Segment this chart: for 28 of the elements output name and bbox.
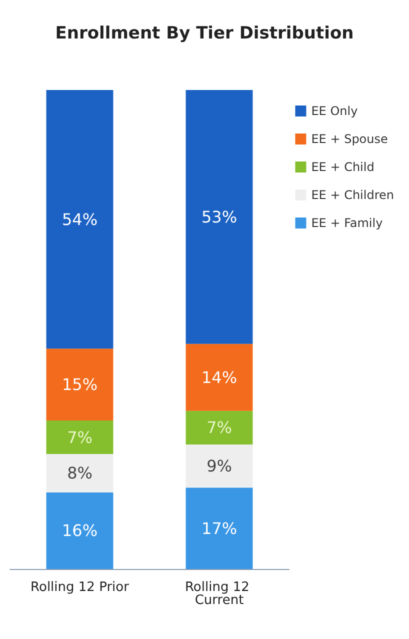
legend-label: EE + Children: [311, 188, 394, 202]
bar: [186, 90, 253, 344]
chart-title: Enrollment By Tier Distribution: [55, 24, 354, 44]
bar: [186, 444, 253, 488]
bar: [46, 420, 114, 454]
bar: [186, 488, 253, 569]
legend-label: EE + Spouse: [311, 132, 388, 146]
data-label: 15%: [62, 375, 98, 394]
x-tick-label: Rolling 12 Current: [184, 580, 254, 608]
data-label: 17%: [201, 518, 238, 538]
bar: [186, 410, 253, 444]
bar: [186, 344, 253, 411]
data-label: 8%: [67, 464, 92, 483]
data-label: 7%: [67, 428, 92, 447]
legend-label: EE + Family: [311, 216, 383, 230]
bar: [46, 454, 114, 492]
bar: [46, 492, 114, 569]
data-label: 14%: [201, 368, 238, 387]
data-label: 53%: [201, 207, 238, 226]
x-tick-label: Rolling 12 Prior: [30, 580, 130, 595]
data-label: 16%: [62, 521, 98, 540]
data-label: 9%: [206, 456, 232, 476]
data-label: 7%: [206, 418, 232, 438]
legend-label: EE + Child: [311, 160, 374, 174]
bar: [46, 348, 114, 421]
bar: [46, 90, 114, 349]
legend-label: EE Only: [311, 104, 358, 118]
data-label: 54%: [62, 210, 98, 229]
